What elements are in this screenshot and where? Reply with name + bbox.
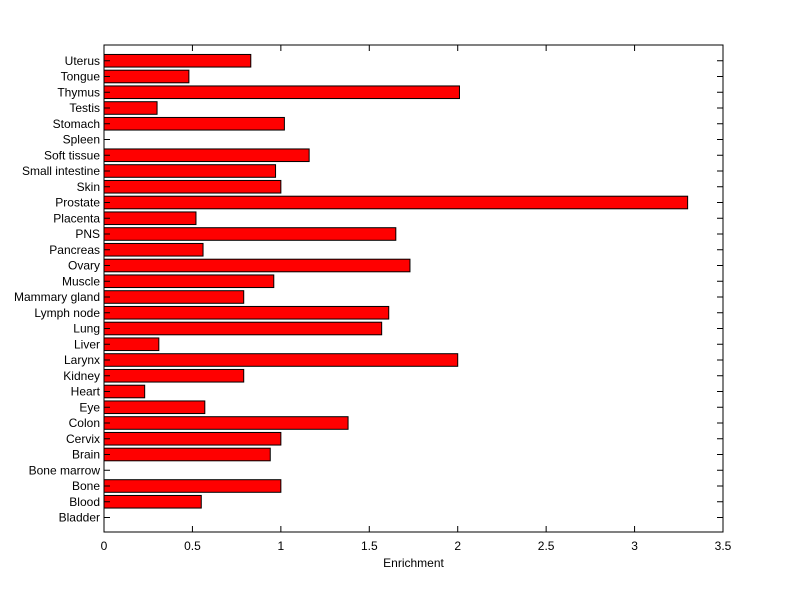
bar-muscle [103,274,275,289]
y-tick-label-lymph-node: Lymph node [34,306,100,320]
x-tick-label: 0.5 [184,539,201,553]
bar-prostate [103,195,689,210]
y-ticks-group [104,60,723,518]
bar-ovary [103,258,411,273]
bar-blood [103,494,202,509]
bar-tongue [103,69,190,84]
y-tick-label-spleen: Spleen [63,133,100,147]
y-tick-label-liver: Liver [74,337,100,351]
bar-eye [103,400,206,415]
y-tick-label-muscle: Muscle [62,274,100,288]
bar-cervix [103,431,282,446]
y-tick-label-placenta: Placenta [53,211,100,225]
y-tick-label-stomach: Stomach [53,117,100,131]
bar-lung [103,321,383,336]
y-tick-label-pns: PNS [75,227,100,241]
bar-testis [103,101,158,115]
y-tick-label-bone-marrow: Bone marrow [29,463,101,477]
y-tick-label-small-intestine: Small intestine [22,164,100,178]
bar-kidney [103,368,245,383]
y-tick-label-larynx: Larynx [64,353,100,367]
x-labels-group: 0 0.5 1 1.5 2 2.5 3 3.5 [101,539,732,553]
plot-frame [103,44,724,533]
x-tick-label: 2.5 [538,539,555,553]
x-tick-label: 3 [631,539,638,553]
bar-lymph-node [103,305,390,320]
bar-colon [103,416,349,430]
bar-small-intestine [103,164,277,178]
y-tick-label-soft-tissue: Soft tissue [44,148,100,162]
bar-soft-tissue [103,148,310,163]
bar-stomach [103,116,285,131]
x-tick-label: 1.5 [361,539,378,553]
y-tick-label-bladder: Bladder [59,511,100,525]
y-tick-label-prostate: Prostate [55,196,100,210]
y-tick-label-tongue: Tongue [61,70,101,84]
bar-bone [103,479,282,493]
bar-thymus [103,85,460,100]
y-tick-label-heart: Heart [71,385,101,399]
x-tick-label: 1 [278,539,285,553]
y-tick-label-kidney: Kidney [63,369,100,383]
y-tick-label-lung: Lung [73,322,100,336]
y-tick-label-blood: Blood [69,495,100,509]
bar-heart [103,384,146,399]
x-tick-label: 3.5 [715,539,732,553]
y-tick-label-bone: Bone [72,479,100,493]
y-tick-label-pancreas: Pancreas [49,243,100,257]
y-tick-label-thymus: Thymus [57,85,100,99]
y-tick-label-colon: Colon [69,416,100,430]
bar-pns [103,227,397,241]
y-tick-label-cervix: Cervix [66,432,100,446]
bar-placenta [103,211,197,226]
bar-skin [103,179,282,194]
y-tick-label-mammary-gland: Mammary gland [14,290,100,304]
bar-pancreas [103,242,204,257]
bar-liver [103,337,160,352]
y-tick-label-ovary: Ovary [68,259,100,273]
y-tick-label-eye: Eye [79,400,100,414]
bar-uterus [103,53,252,68]
bar-larynx [103,353,459,367]
x-tick-label: 2 [454,539,461,553]
bar-brain [103,447,271,462]
x-axis-title: Enrichment [383,556,444,570]
y-tick-label-uterus: Uterus [65,54,100,68]
bar-mammary-gland [103,290,245,304]
y-tick-label-skin: Skin [77,180,100,194]
y-tick-label-brain: Brain [72,448,100,462]
y-tick-label-testis: Testis [69,101,100,115]
x-tick-label: 0 [101,539,108,553]
